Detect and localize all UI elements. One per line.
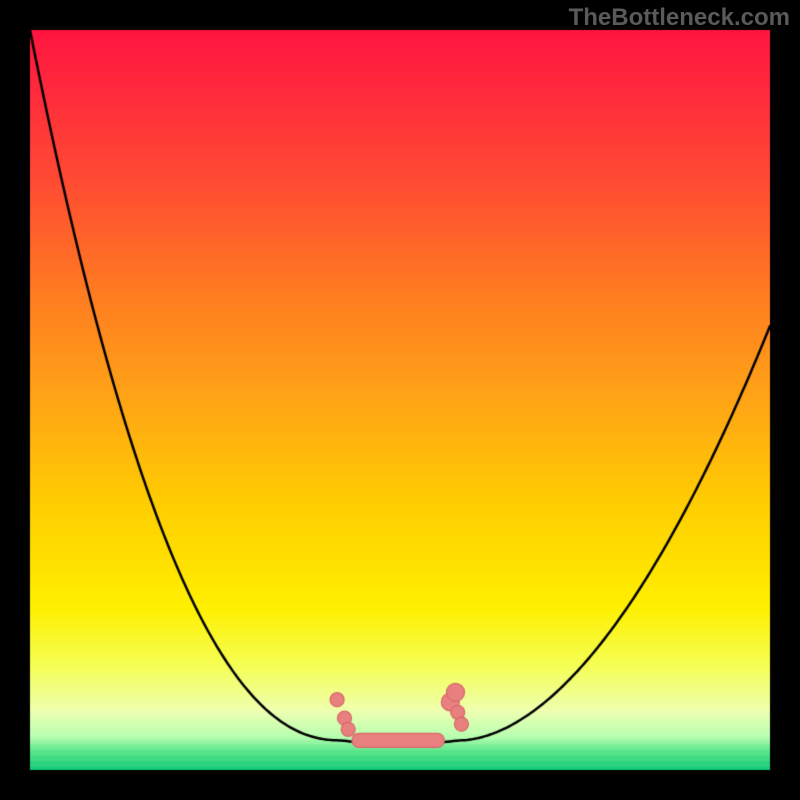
bottleneck-chart-canvas: [0, 0, 800, 800]
watermark-text: TheBottleneck.com: [569, 4, 790, 32]
